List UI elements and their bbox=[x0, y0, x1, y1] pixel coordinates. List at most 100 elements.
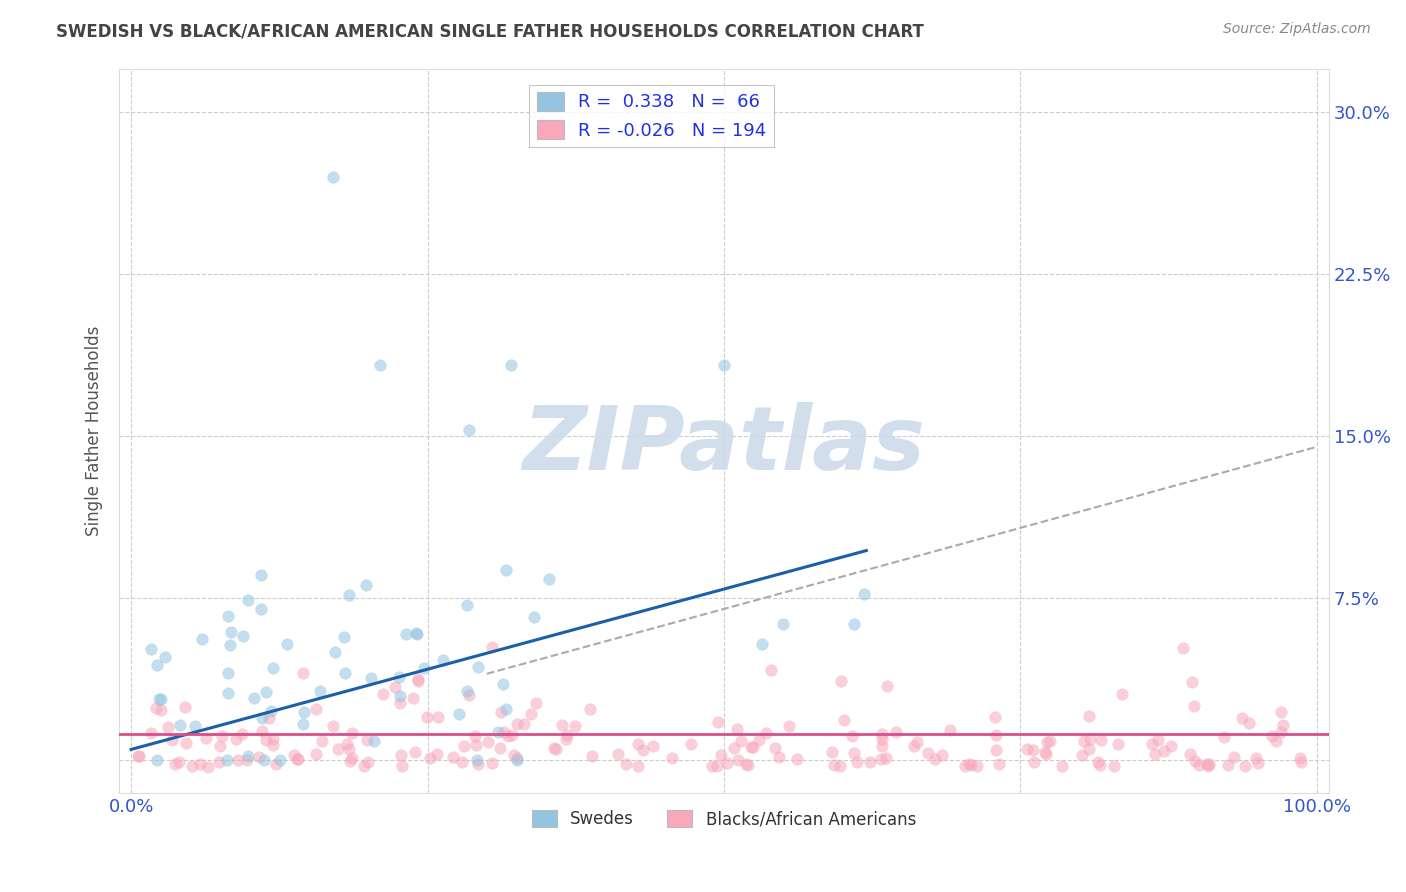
Point bbox=[160, 733, 183, 747]
Point bbox=[1078, 709, 1101, 723]
Point bbox=[169, 718, 191, 732]
Point bbox=[427, 710, 450, 724]
Point bbox=[292, 705, 315, 719]
Point bbox=[477, 735, 499, 749]
Point bbox=[779, 718, 801, 732]
Point bbox=[489, 740, 512, 755]
Point bbox=[353, 759, 375, 773]
Point bbox=[305, 702, 328, 716]
Point bbox=[842, 746, 865, 760]
Point bbox=[876, 679, 898, 693]
Point bbox=[1050, 758, 1073, 772]
Point bbox=[253, 753, 276, 767]
Point bbox=[250, 567, 273, 582]
Point bbox=[226, 753, 249, 767]
Text: SWEDISH VS BLACK/AFRICAN AMERICAN SINGLE FATHER HOUSEHOLDS CORRELATION CHART: SWEDISH VS BLACK/AFRICAN AMERICAN SINGLE… bbox=[56, 22, 924, 40]
Point bbox=[641, 739, 664, 754]
Point bbox=[163, 757, 186, 772]
Point bbox=[262, 731, 284, 746]
Point bbox=[727, 753, 749, 767]
Point bbox=[360, 671, 382, 685]
Point bbox=[336, 738, 359, 752]
Point bbox=[128, 748, 150, 763]
Point bbox=[716, 756, 738, 771]
Point bbox=[208, 755, 231, 769]
Point bbox=[492, 724, 515, 739]
Point bbox=[1160, 739, 1182, 754]
Point bbox=[481, 756, 503, 770]
Point bbox=[450, 755, 472, 769]
Point bbox=[503, 748, 526, 763]
Point bbox=[1071, 747, 1094, 762]
Point bbox=[1090, 733, 1112, 747]
Text: Source: ZipAtlas.com: Source: ZipAtlas.com bbox=[1223, 22, 1371, 37]
Point bbox=[723, 740, 745, 755]
Point bbox=[755, 726, 778, 740]
Point bbox=[983, 709, 1005, 723]
Point bbox=[465, 738, 488, 752]
Point bbox=[957, 756, 980, 771]
Point bbox=[1270, 705, 1292, 719]
Point bbox=[447, 706, 470, 721]
Point bbox=[1181, 675, 1204, 690]
Point bbox=[406, 672, 429, 686]
Point bbox=[467, 660, 489, 674]
Point bbox=[1272, 717, 1295, 731]
Point bbox=[219, 638, 242, 652]
Point bbox=[337, 742, 360, 756]
Point bbox=[1222, 749, 1244, 764]
Point bbox=[260, 704, 283, 718]
Point bbox=[1035, 747, 1057, 761]
Point bbox=[524, 696, 547, 710]
Point bbox=[1237, 716, 1260, 731]
Point bbox=[389, 747, 412, 762]
Point bbox=[337, 588, 360, 602]
Point bbox=[419, 750, 441, 764]
Point bbox=[707, 714, 730, 729]
Point bbox=[384, 680, 406, 694]
Point bbox=[710, 748, 733, 763]
Point bbox=[250, 711, 273, 725]
Point bbox=[763, 740, 786, 755]
Point bbox=[546, 741, 568, 756]
Point bbox=[875, 751, 897, 765]
Point bbox=[870, 752, 893, 766]
Point bbox=[416, 710, 439, 724]
Point bbox=[236, 753, 259, 767]
Point bbox=[1111, 687, 1133, 701]
Point bbox=[262, 738, 284, 752]
Point bbox=[342, 726, 364, 740]
Point bbox=[311, 734, 333, 748]
Point bbox=[219, 625, 242, 640]
Point bbox=[232, 629, 254, 643]
Point bbox=[305, 747, 328, 761]
Point bbox=[903, 739, 925, 753]
Point bbox=[1140, 738, 1163, 752]
Point bbox=[188, 756, 211, 771]
Point bbox=[1143, 747, 1166, 761]
Point bbox=[917, 746, 939, 760]
Text: ZIPatlas: ZIPatlas bbox=[523, 401, 925, 489]
Point bbox=[339, 754, 361, 768]
Point bbox=[262, 661, 284, 675]
Point bbox=[759, 663, 782, 677]
Point bbox=[197, 759, 219, 773]
Point bbox=[127, 749, 149, 764]
Point bbox=[146, 753, 169, 767]
Point bbox=[183, 719, 205, 733]
Point bbox=[523, 610, 546, 624]
Point bbox=[342, 751, 364, 765]
Point bbox=[614, 757, 637, 772]
Point bbox=[564, 718, 586, 732]
Point bbox=[269, 753, 291, 767]
Point bbox=[231, 727, 253, 741]
Point bbox=[627, 758, 650, 772]
Point bbox=[1213, 730, 1236, 744]
Point bbox=[323, 645, 346, 659]
Point bbox=[412, 661, 434, 675]
Point bbox=[426, 747, 449, 761]
Point bbox=[322, 169, 344, 184]
Point bbox=[748, 733, 770, 747]
Point bbox=[1078, 731, 1101, 746]
Point bbox=[966, 758, 988, 772]
